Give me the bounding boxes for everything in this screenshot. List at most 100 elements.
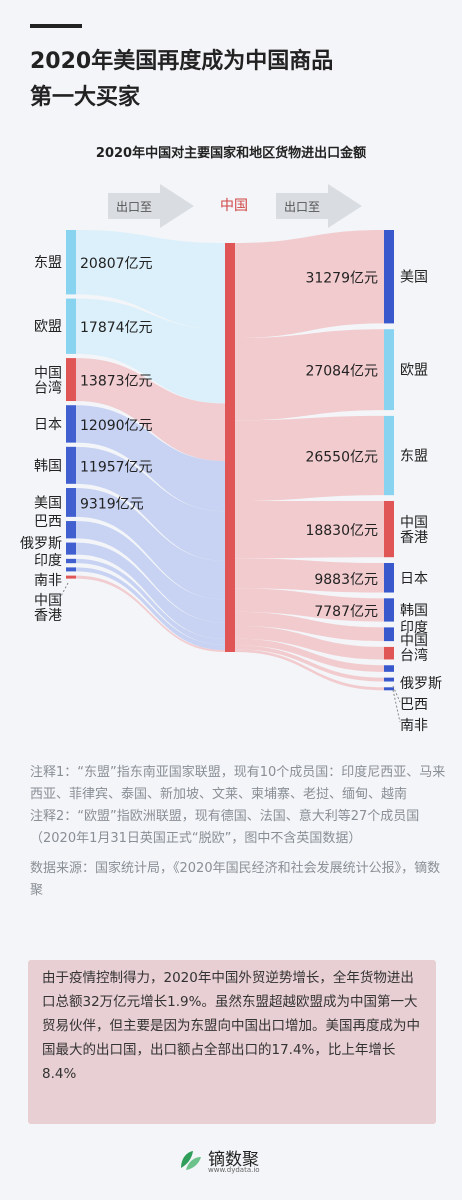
data-source: 数据来源：国家统计局，《2020年国民经济和社会发展统计公报》，镝数聚 [30, 861, 441, 898]
source-value-5: 9319亿元 [80, 496, 144, 512]
target-node-bar-5 [384, 598, 394, 622]
link-source-6 [76, 521, 225, 623]
source-name-2-line0: 中国 [34, 366, 62, 382]
arrow-right-label: 出口至 [284, 200, 320, 214]
link-target-0 [235, 230, 384, 339]
arrow-right-shape [276, 184, 362, 228]
target-value-2: 26550亿元 [305, 450, 378, 466]
link-target-2 [235, 415, 384, 501]
link-target-8 [235, 638, 384, 672]
notes-section: 注释1：“东盟”指东南亚国家联盟，现有10个成员国：印度尼西亚、马来西亚、菲律宾… [30, 762, 450, 902]
target-node-bar-0 [384, 230, 394, 324]
source-name-10: 中国香港 [34, 593, 62, 624]
link-target-7 [235, 625, 384, 660]
chart-title: 2020年中国对主要国家和地区货物进出口金额 [95, 146, 367, 161]
target-value-0: 31279亿元 [305, 271, 378, 287]
target-value-5: 7787亿元 [314, 604, 378, 620]
target-node-bar-9 [384, 677, 394, 682]
source-name-0: 东盟 [34, 255, 62, 271]
target-node-bar-1 [384, 329, 394, 411]
target-node-bar-2 [384, 415, 394, 496]
target-name-6: 印度 [400, 620, 428, 636]
target-name-5: 韩国 [400, 603, 428, 619]
target-name-8: 俄罗斯 [400, 676, 442, 692]
source-value-3: 12090亿元 [80, 418, 153, 434]
source-name-7: 俄罗斯 [20, 536, 62, 552]
source-name-5: 美国 [34, 495, 62, 511]
target-node-bar-6 [384, 627, 394, 642]
source-value-2: 13873亿元 [80, 374, 153, 390]
link-source-4 [76, 446, 225, 561]
target-node-bar-3 [384, 500, 394, 558]
link-source-1 [76, 298, 225, 404]
link-source-10 [76, 575, 225, 652]
link-source-0 [76, 230, 225, 330]
target-name-7-line0: 中国 [400, 633, 428, 649]
target-name-7: 中国台湾 [400, 633, 428, 664]
link-source-2 [76, 358, 225, 462]
source-node-bar-2 [66, 358, 76, 402]
target-name-2: 东盟 [400, 449, 428, 465]
target-node-bar-7 [384, 646, 394, 660]
source-name-9: 南非 [34, 573, 62, 589]
source-node-bar-0 [66, 230, 76, 295]
link-target-4 [235, 558, 384, 593]
link-target-3 [235, 500, 384, 559]
link-source-7 [76, 542, 225, 639]
link-target-9 [235, 645, 384, 682]
link-target-10 [235, 649, 384, 691]
page-title-line1: 2020年美国再度成为中国商品 [30, 49, 334, 74]
source-name-8: 印度 [34, 553, 62, 569]
brand-name: 镝数聚 [208, 1150, 259, 1170]
target-name-3: 中国香港 [400, 515, 428, 546]
brand-url: www.dydata.io [208, 1166, 260, 1174]
link-source-9 [76, 567, 225, 651]
source-name-2-line1: 台湾 [34, 380, 62, 397]
source-name-4: 韩国 [34, 458, 62, 474]
source-name-10-line1: 香港 [34, 608, 62, 624]
target-value-4: 9883亿元 [314, 572, 378, 588]
target-name-4: 日本 [400, 571, 428, 587]
summary-box: 由于疫情控制得力，2020年中国外贸逆势增长，全年货物进出口总额32万亿元增长1… [28, 960, 436, 1124]
source-value-1: 17874亿元 [80, 320, 153, 336]
target-value-3: 18830亿元 [305, 523, 378, 539]
link-source-3 [76, 405, 225, 512]
target-node-bar-8 [384, 665, 394, 672]
title-accent-bar [30, 24, 82, 28]
target-node-bar-4 [384, 563, 394, 593]
target-name-0: 美国 [400, 270, 428, 286]
arrow-left-shape [108, 184, 194, 228]
source-node-bar-9 [66, 567, 76, 572]
source-node-bar-6 [66, 521, 76, 539]
source-node-bar-1 [66, 298, 76, 354]
link-source-5 [76, 488, 225, 600]
source-name-1: 欧盟 [34, 319, 62, 335]
source-node-bar-5 [66, 488, 76, 517]
target-name-9: 巴西 [400, 697, 428, 713]
target-value-1: 27084亿元 [305, 364, 378, 380]
footer: 镝数聚 www.dydata.io [0, 1142, 462, 1178]
source-node-bar-7 [66, 542, 76, 555]
target-name-3-line0: 中国 [400, 515, 428, 531]
center-node-bar [225, 243, 235, 652]
target-name-7-line1: 台湾 [400, 647, 428, 664]
note-eu: 注释2：“欧盟”指欧洲联盟，现有德国、法国、意大利等27个成员国（2020年1月… [30, 809, 420, 846]
source-node-bar-8 [66, 558, 76, 564]
page-title-line2: 第一大买家 [30, 85, 141, 110]
target-node-bar-10 [384, 687, 394, 691]
note-asean: 注释1：“东盟”指东南亚国家联盟，现有10个成员国：印度尼西亚、马来西亚、菲律宾… [30, 765, 446, 802]
source-value-4: 11957亿元 [80, 459, 153, 475]
page-title: 2020年美国再度成为中国商品 第一大买家 [30, 44, 440, 116]
source-name-2: 中国台湾 [34, 366, 62, 397]
link-target-1 [235, 329, 384, 421]
logo-icon [181, 1151, 201, 1170]
link-source-8 [76, 558, 225, 645]
source-name-3: 日本 [34, 417, 62, 433]
source-value-0: 20807亿元 [80, 256, 153, 272]
target-leader-lines [392, 685, 401, 723]
target-name-1: 欧盟 [400, 363, 428, 379]
source-node-bar-10 [66, 575, 76, 579]
source-name-6: 巴西 [34, 514, 62, 530]
link-target-5 [235, 588, 384, 622]
